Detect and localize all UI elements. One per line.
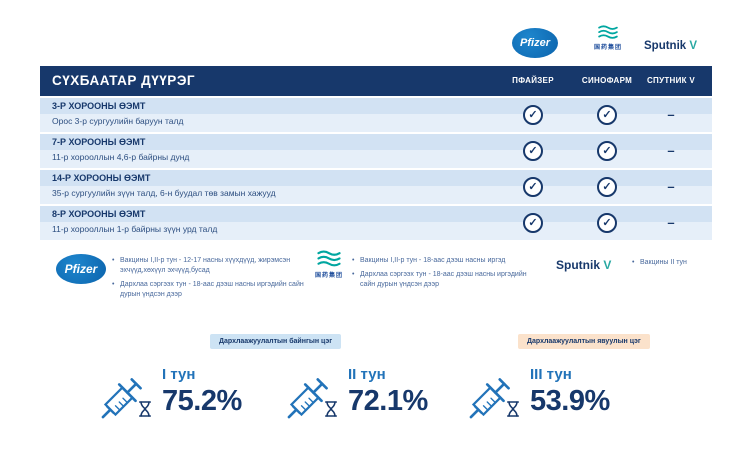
sputnik-logo-label: Sputnik bbox=[644, 40, 687, 52]
hourglass-icon bbox=[138, 401, 152, 417]
column-header-sinopharm: СИНОФАРМ bbox=[581, 76, 633, 85]
hourglass-icon bbox=[506, 401, 520, 417]
legend-item: Дархлаа сэргээх тун - 18-аас дээш насны … bbox=[352, 270, 542, 290]
legend-item: Вакцины I,II-р тун - 12-17 насны хүүхдүү… bbox=[112, 256, 308, 276]
dose-2-stat: II тун 72.1% bbox=[278, 360, 463, 442]
syringe-icon bbox=[287, 378, 328, 419]
dash-icon: – bbox=[667, 107, 675, 122]
row-description: 11-р хорооллын 4,6-р байрны дунд bbox=[40, 150, 712, 168]
syringe-icon bbox=[469, 378, 510, 419]
sinopharm-waves-icon bbox=[317, 250, 341, 267]
row-name: 7-Р ХОРООНЫ ӨЭМТ bbox=[40, 134, 712, 150]
pfizer-legend-logo-label: Pfizer bbox=[64, 262, 98, 276]
dose-3-stat: III тун 53.9% bbox=[460, 360, 645, 442]
pfizer-legend-items: Вакцины I,II-р тун - 12-17 насны хүүхдүү… bbox=[112, 256, 308, 305]
row-name: 14-Р ХОРООНЫ ӨЭМТ bbox=[40, 170, 712, 186]
check-icon: ✓ bbox=[597, 213, 617, 233]
stat-value: 75.2% bbox=[162, 385, 242, 417]
legend-item: Вакцины II тун bbox=[632, 258, 744, 268]
legend-item: Дархлаа сэргээх тун - 18-аас дээш насны … bbox=[112, 280, 308, 300]
sinopharm-legend-items: Вакцины I,II-р тун - 18-аас дээш насны и… bbox=[352, 256, 542, 294]
table-row: 14-Р ХОРООНЫ ӨЭМТ 35-р сургуулийн зүүн т… bbox=[40, 170, 712, 204]
sinopharm-legend-logo: 国药集团 bbox=[310, 250, 348, 279]
syringe-icon bbox=[101, 378, 142, 419]
mobile-point-tag: Дархлаажуулалтын явуулын цэг bbox=[518, 334, 650, 349]
sputnik-legend-logo-v: V bbox=[603, 258, 612, 272]
stat-text: I тун 75.2% bbox=[162, 366, 242, 418]
row-description: 11-р хорооллын 1-р байрны зүүн урд талд bbox=[40, 222, 712, 240]
table-row: 7-Р ХОРООНЫ ӨЭМТ 11-р хорооллын 4,6-р ба… bbox=[40, 134, 712, 168]
check-icon: ✓ bbox=[597, 141, 617, 161]
legend-item: Вакцины I,II-р тун - 18-аас дээш насны и… bbox=[352, 256, 542, 266]
table-title: СҮХБААТАР ДҮҮРЭГ bbox=[52, 73, 196, 88]
check-icon: ✓ bbox=[523, 213, 543, 233]
stat-value: 53.9% bbox=[530, 385, 610, 417]
sputnik-logo-v: V bbox=[689, 40, 698, 52]
column-header-sputnik: СПУТНИК V bbox=[646, 76, 696, 85]
dose-1-stat: I тун 75.2% bbox=[92, 360, 277, 442]
sputnik-legend-items: Вакцины II тун bbox=[632, 258, 744, 272]
row-name: 3-Р ХОРООНЫ ӨЭМТ bbox=[40, 98, 712, 114]
row-name: 8-Р ХОРООНЫ ӨЭМТ bbox=[40, 206, 712, 222]
column-header-pfizer: ПФАЙЗЕР bbox=[512, 76, 554, 85]
pfizer-logo: Pfizer bbox=[512, 28, 558, 58]
stat-label: II тун bbox=[348, 366, 386, 383]
check-icon: ✓ bbox=[597, 105, 617, 125]
fixed-point-tag: Дархлаажуулалтын байнгын цэг bbox=[210, 334, 342, 349]
check-icon: ✓ bbox=[523, 141, 543, 161]
pfizer-legend-logo: Pfizer bbox=[56, 254, 106, 284]
row-description: Орос 3-р сургуулийн баруун талд bbox=[40, 114, 712, 132]
check-icon: ✓ bbox=[523, 177, 543, 197]
table-header: СҮХБААТАР ДҮҮРЭГ ПФАЙЗЕР СИНОФАРМ СПУТНИ… bbox=[40, 66, 712, 96]
sinopharm-logo: 国药集团 bbox=[590, 25, 626, 51]
dash-icon: – bbox=[667, 215, 675, 230]
hourglass-icon bbox=[324, 401, 338, 417]
vaccination-table: СҮХБААТАР ДҮҮРЭГ ПФАЙЗЕР СИНОФАРМ СПУТНИ… bbox=[40, 66, 712, 240]
stat-label: III тун bbox=[530, 366, 572, 383]
check-icon: ✓ bbox=[597, 177, 617, 197]
dash-icon: – bbox=[667, 143, 675, 158]
sputnik-legend-logo-label: Sputnik bbox=[556, 258, 600, 272]
sinopharm-legend-logo-label: 国药集团 bbox=[314, 273, 343, 279]
sinopharm-waves-icon bbox=[598, 25, 618, 39]
stat-text: III тун 53.9% bbox=[530, 366, 610, 418]
stat-value: 72.1% bbox=[348, 385, 428, 417]
stat-text: II тун 72.1% bbox=[348, 366, 428, 418]
stat-label: I тун bbox=[162, 366, 196, 383]
pfizer-logo-label: Pfizer bbox=[520, 37, 550, 49]
table-row: 8-Р ХОРООНЫ ӨЭМТ 11-р хорооллын 1-р байр… bbox=[40, 206, 712, 240]
sputnik-logo: Sputnik V bbox=[644, 40, 697, 52]
sinopharm-logo-label: 国药集团 bbox=[593, 45, 622, 51]
table-row: 3-Р ХОРООНЫ ӨЭМТ Орос 3-р сургуулийн бар… bbox=[40, 98, 712, 132]
sputnik-legend-logo: Sputnik V bbox=[556, 258, 611, 272]
dash-icon: – bbox=[667, 179, 675, 194]
check-icon: ✓ bbox=[523, 105, 543, 125]
row-description: 35-р сургуулийн зүүн талд, 6-н буудал тө… bbox=[40, 186, 712, 204]
